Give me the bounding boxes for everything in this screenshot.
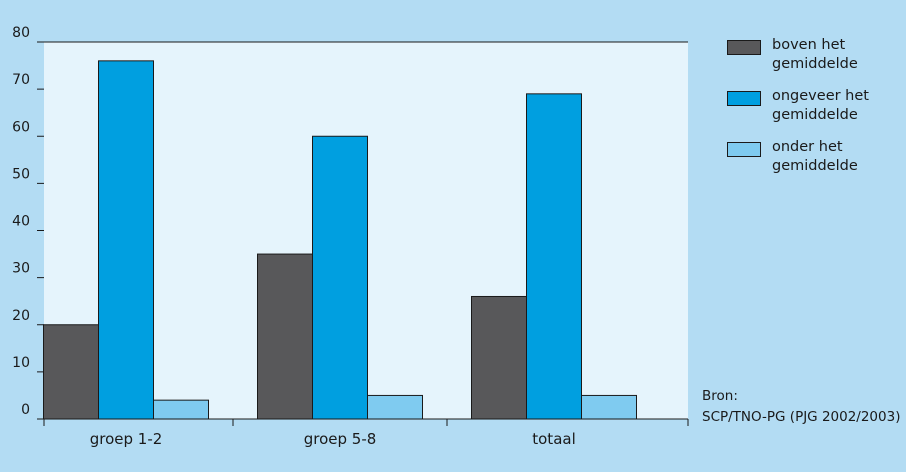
y-tick-label: 30 bbox=[12, 261, 30, 277]
x-category-label: groep 1-2 bbox=[90, 430, 163, 448]
y-tick-label: 0 bbox=[21, 402, 30, 418]
legend-item-onder: onder het gemiddelde bbox=[727, 138, 902, 189]
bar-boven bbox=[43, 324, 99, 420]
bar-boven bbox=[471, 295, 527, 420]
bar-ongeveer bbox=[98, 60, 154, 420]
bars bbox=[43, 60, 637, 420]
legend-swatch bbox=[727, 40, 761, 55]
legend-label-line2: gemiddelde bbox=[772, 56, 858, 72]
bar-ongeveer bbox=[526, 93, 582, 420]
x-axis-ticks: groep 1-2 groep 5-8 totaal bbox=[43, 419, 689, 448]
legend-label-line1: ongeveer het bbox=[772, 88, 869, 104]
legend-label-line2: gemiddelde bbox=[772, 158, 858, 174]
bar-onder bbox=[581, 394, 637, 420]
y-tick-label: 40 bbox=[12, 214, 30, 230]
y-tick-label: 70 bbox=[12, 72, 30, 88]
y-tick-label: 60 bbox=[12, 119, 30, 135]
y-tick-label: 20 bbox=[12, 308, 30, 324]
source-text: SCP/TNO-PG (PJG 2002/2003) bbox=[702, 409, 901, 425]
legend-swatch bbox=[727, 91, 761, 106]
legend-label-line1: boven het bbox=[772, 37, 846, 53]
source-note: Bron: SCP/TNO-PG (PJG 2002/2003) bbox=[702, 386, 900, 428]
bar-ongeveer bbox=[312, 135, 368, 420]
legend-item-ongeveer: ongeveer het gemiddelde bbox=[727, 87, 902, 138]
y-tick-label: 10 bbox=[12, 355, 30, 371]
legend-label-line1: onder het bbox=[772, 139, 843, 155]
bar-boven bbox=[257, 253, 313, 420]
x-category-label: groep 5-8 bbox=[304, 430, 377, 448]
legend-item-boven: boven het gemiddelde bbox=[727, 36, 902, 87]
legend-label: ongeveer het gemiddelde bbox=[772, 87, 902, 125]
y-axis-ticks: 0 10 20 30 40 50 60 70 80 bbox=[12, 25, 688, 420]
legend-label: boven het gemiddelde bbox=[772, 36, 902, 74]
bar-onder bbox=[153, 399, 209, 420]
source-label: Bron: bbox=[702, 388, 738, 404]
legend-swatch bbox=[727, 142, 761, 157]
legend-label-line2: gemiddelde bbox=[772, 107, 858, 123]
bar-onder bbox=[367, 394, 423, 420]
x-category-label: totaal bbox=[532, 430, 576, 448]
y-tick-label: 80 bbox=[12, 25, 30, 41]
y-tick-label: 50 bbox=[12, 166, 30, 182]
legend-label: onder het gemiddelde bbox=[772, 138, 902, 176]
legend: boven het gemiddelde ongeveer het gemidd… bbox=[727, 36, 902, 189]
